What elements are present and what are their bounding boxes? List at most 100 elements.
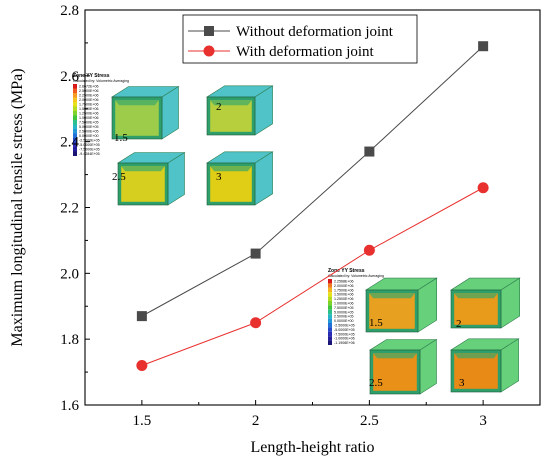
colorbar-label: 1.0000E+06 <box>334 302 354 306</box>
colorbar-label: 2.5000E+05 <box>334 315 354 319</box>
colorbar-label: 2.0000E+06 <box>334 284 354 288</box>
box-inner-top <box>121 166 165 172</box>
axes: 1.6 1.8 2.0 2.2 2.4 2.6 2.8 1.5 2 2.5 3 <box>60 3 541 429</box>
model-label: 2.5 <box>369 377 383 389</box>
colorbar-swatch <box>73 93 77 98</box>
colorbar-swatch <box>328 287 332 293</box>
colorbar-label: -2.5000E+05 <box>79 139 100 143</box>
series-line <box>141 45 484 317</box>
x-axis-title: Length-height ratio <box>251 439 375 456</box>
y-tick-label: 2.6 <box>60 69 79 85</box>
colorbar-swatch <box>73 142 77 147</box>
colorbar-swatch <box>73 88 77 93</box>
colorbar-label: 5.0000E+05 <box>79 125 99 129</box>
colorbar-swatch <box>328 323 332 328</box>
colorbar-swatch <box>73 124 77 129</box>
y-tick-label: 2.4 <box>60 135 79 151</box>
colorbar-swatch <box>328 336 332 341</box>
colorbar-swatch <box>73 129 77 134</box>
colorbar-title: Zone YY Stress <box>73 73 110 79</box>
colorbar-label: -1.1906E+06 <box>334 341 355 345</box>
colorbar-label: -9.4284E+05 <box>79 152 100 156</box>
y-tick-label: 2.8 <box>60 3 79 19</box>
data-point <box>364 146 375 157</box>
data-point <box>250 248 261 259</box>
colorbar-label: -7.5000E+05 <box>334 332 355 336</box>
colorbar-label: 5.0000E+05 <box>334 310 354 314</box>
legend-box <box>182 14 418 64</box>
data-point <box>250 317 262 329</box>
colorbar-label: -5.0000E+05 <box>79 143 100 147</box>
colorbar-label: 1.2500E+06 <box>334 297 354 301</box>
colorbar-label: 2.5000E+05 <box>79 130 99 134</box>
legend-marker <box>203 45 215 57</box>
series-with-joint <box>136 182 489 371</box>
box-inner-face <box>454 353 498 389</box>
colorbar-label: 2.2500E+06 <box>79 94 99 98</box>
y-tick-label: 1.6 <box>60 398 79 414</box>
colorbar-label: 7.5000E+05 <box>79 121 99 125</box>
x-tick-label: 3 <box>479 413 487 429</box>
series-without-joint <box>136 41 489 322</box>
series-line <box>141 187 484 366</box>
box-inner-top <box>369 293 415 299</box>
box-inner-top <box>210 100 252 106</box>
model-label: 1.5 <box>369 317 383 329</box>
colorbar-label: -1.0000E+06 <box>334 337 355 341</box>
colorbar-swatch <box>73 138 77 143</box>
colorbar-swatch <box>73 97 77 102</box>
box-inner-face <box>369 293 415 329</box>
data-point <box>363 244 375 256</box>
x-tick-label: 2.5 <box>360 413 379 429</box>
colorbar-swatch <box>328 318 332 323</box>
x-tick-label: 1.5 <box>133 413 152 429</box>
colorbar-label: 1.7500E+06 <box>334 288 354 292</box>
colorbar-swatch <box>328 292 332 297</box>
y-tick-label: 2.0 <box>60 266 79 282</box>
colorbar-swatch <box>73 120 77 125</box>
colorbar-swatch <box>73 106 77 111</box>
data-point <box>478 41 489 52</box>
colorbar-title: Zone YY Stress <box>328 268 365 274</box>
y-tick-label: 2.2 <box>60 201 79 217</box>
box-inner-face <box>115 100 159 136</box>
colorbar-subtitle: Calculated by: Volumetric Averaging <box>73 79 129 83</box>
data-point <box>477 182 489 194</box>
box-inner-top <box>210 166 252 172</box>
box-inner-top <box>373 353 417 359</box>
model-label: 2 <box>216 101 222 113</box>
colorbar-swatch <box>328 279 332 284</box>
colorbar-label: 0.0000E+00 <box>334 319 354 323</box>
colorbar-swatch <box>328 309 332 315</box>
colorbar-label: 2.5000E+06 <box>79 89 99 93</box>
box-inner-top <box>454 293 498 299</box>
x-tick-label: 2 <box>252 413 260 429</box>
colorbar-swatch <box>73 115 77 120</box>
legend-label: With deformation joint <box>236 44 375 60</box>
plot-area <box>136 41 489 371</box>
model-label: 2 <box>456 318 462 330</box>
colorbar-swatch <box>73 133 77 138</box>
model-label: 2.5 <box>112 171 126 183</box>
colorbar-label: 1.5000E+06 <box>334 293 354 297</box>
colorbar-swatch <box>328 305 332 310</box>
legend-label: Without deformation joint <box>236 24 394 40</box>
data-point <box>136 360 148 371</box>
colorbar-label: 1.7500E+06 <box>79 103 99 107</box>
box-inner-face <box>454 293 498 325</box>
colorbar-label: -2.5000E+05 <box>334 324 355 328</box>
box-inner-face <box>373 353 417 391</box>
y-axis-title: Maximum longitudinal tensile stress (MPa… <box>9 68 26 346</box>
colorbar-subtitle: Calculated by: Volumetric Averaging <box>328 274 384 278</box>
colorbar-swatch <box>328 296 332 301</box>
model-label: 3 <box>216 171 222 183</box>
colorbar-swatch <box>73 102 77 107</box>
model-label: 1.5 <box>114 132 128 144</box>
colorbar-swatch <box>73 111 77 116</box>
y-tick-label: 1.8 <box>60 332 79 348</box>
colorbar-swatch <box>73 84 77 89</box>
colorbar-label: 0.0000E+00 <box>79 134 99 138</box>
